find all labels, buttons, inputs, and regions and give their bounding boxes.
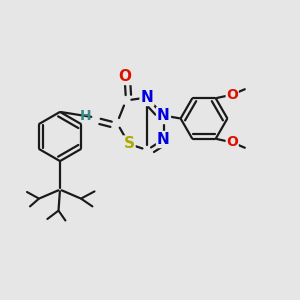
Text: O: O bbox=[226, 88, 238, 102]
Text: N: N bbox=[141, 90, 153, 105]
Text: N: N bbox=[157, 132, 170, 147]
Text: O: O bbox=[118, 69, 131, 84]
Text: S: S bbox=[124, 136, 134, 152]
Text: N: N bbox=[157, 108, 170, 123]
Text: H: H bbox=[80, 109, 91, 122]
Text: O: O bbox=[226, 135, 238, 149]
